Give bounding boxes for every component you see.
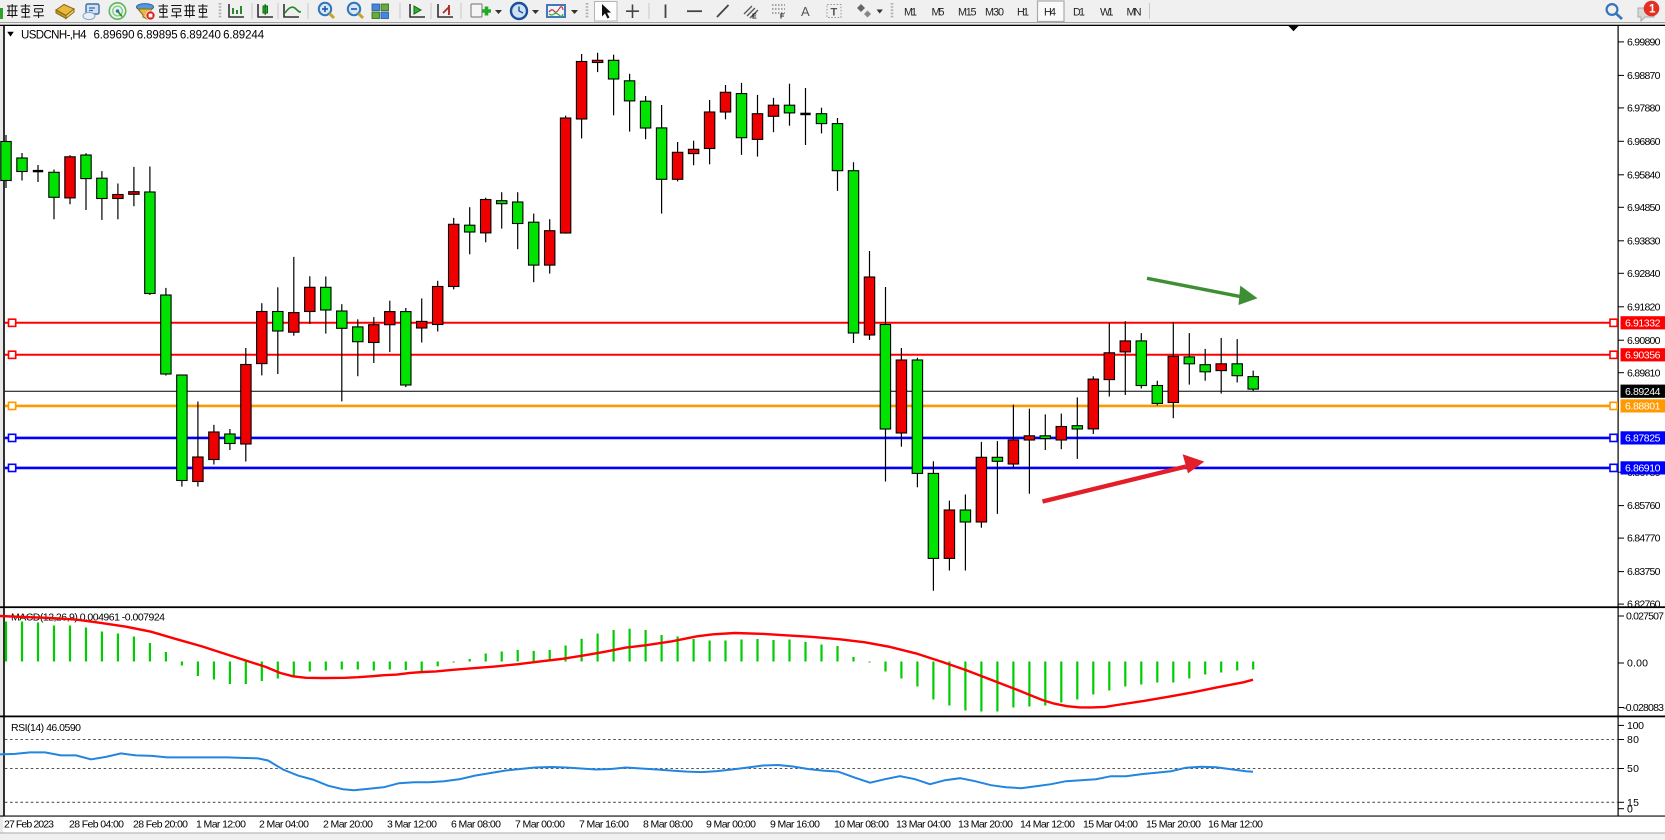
svg-text:USDCNH-,H4: USDCNH-,H4	[21, 29, 87, 41]
svg-text:M5: M5	[932, 6, 945, 18]
svg-text:0.00: 0.00	[1627, 658, 1648, 670]
svg-text:13 Mar 20:00: 13 Mar 20:00	[958, 819, 1013, 831]
svg-text:10 Mar 08:00: 10 Mar 08:00	[834, 819, 889, 831]
svg-text:6.89244: 6.89244	[1625, 386, 1661, 398]
svg-text:6.89240: 6.89240	[180, 29, 221, 41]
svg-text:13 Mar 04:00: 13 Mar 04:00	[896, 819, 951, 831]
svg-text:6.89810: 6.89810	[1627, 367, 1661, 379]
svg-text:A: A	[801, 4, 810, 19]
svg-text:H4: H4	[1044, 6, 1056, 18]
svg-text:H1: H1	[1017, 6, 1029, 18]
svg-text:14 Mar 12:00: 14 Mar 12:00	[1020, 819, 1075, 831]
svg-text:6.95840: 6.95840	[1627, 169, 1661, 181]
svg-text:0.027507: 0.027507	[1626, 611, 1664, 623]
svg-text:6.89690: 6.89690	[94, 29, 135, 41]
svg-text:M1: M1	[904, 6, 917, 18]
svg-text:6 Mar 08:00: 6 Mar 08:00	[451, 819, 501, 831]
svg-text:2 Mar 04:00: 2 Mar 04:00	[259, 819, 309, 831]
svg-text:D1: D1	[1073, 6, 1085, 18]
svg-text:6.85760: 6.85760	[1627, 500, 1661, 512]
svg-text:27 Feb 2023: 27 Feb 2023	[4, 819, 54, 831]
svg-text:F: F	[780, 14, 785, 21]
svg-text:RSI(14) 46.0590: RSI(14) 46.0590	[11, 722, 81, 734]
svg-text:2 Mar 20:00: 2 Mar 20:00	[323, 819, 373, 831]
svg-text:28 Feb 04:00: 28 Feb 04:00	[69, 819, 124, 831]
svg-text:6.91332: 6.91332	[1625, 318, 1661, 330]
svg-text:6.98870: 6.98870	[1627, 70, 1661, 82]
svg-text:8 Mar 08:00: 8 Mar 08:00	[643, 819, 693, 831]
svg-text:80: 80	[1627, 734, 1639, 746]
svg-text:0: 0	[1627, 803, 1633, 815]
svg-text:7 Mar 16:00: 7 Mar 16:00	[579, 819, 629, 831]
svg-text:E: E	[752, 14, 757, 21]
svg-text:6.83750: 6.83750	[1627, 566, 1661, 578]
svg-text:6.87825: 6.87825	[1625, 433, 1661, 445]
svg-text:6.96860: 6.96860	[1627, 136, 1661, 148]
svg-text:9 Mar 00:00: 9 Mar 00:00	[706, 819, 756, 831]
svg-text:6.92840: 6.92840	[1627, 268, 1661, 280]
svg-text:-0.028083: -0.028083	[1623, 702, 1664, 714]
svg-text:15 Mar 04:00: 15 Mar 04:00	[1083, 819, 1138, 831]
svg-text:6.86910: 6.86910	[1625, 463, 1661, 475]
svg-text:6.93830: 6.93830	[1627, 235, 1661, 247]
svg-text:T: T	[831, 7, 838, 19]
svg-text:1 Mar 12:00: 1 Mar 12:00	[196, 819, 246, 831]
svg-text:28 Feb 20:00: 28 Feb 20:00	[133, 819, 188, 831]
svg-text:6.91820: 6.91820	[1627, 301, 1661, 313]
svg-text:9 Mar 16:00: 9 Mar 16:00	[770, 819, 820, 831]
svg-text:6.89244: 6.89244	[223, 29, 265, 41]
svg-text:1: 1	[1649, 4, 1656, 16]
svg-text:3 Mar 12:00: 3 Mar 12:00	[387, 819, 437, 831]
svg-text:6.94850: 6.94850	[1627, 202, 1661, 214]
svg-text:MACD(12,26,9) 0.004961 -0.0079: MACD(12,26,9) 0.004961 -0.007924	[11, 612, 165, 624]
svg-text:50: 50	[1627, 763, 1639, 775]
svg-text:100: 100	[1627, 720, 1644, 732]
svg-text:MN: MN	[1127, 6, 1142, 18]
svg-text:M30: M30	[985, 6, 1004, 18]
svg-text:6.90800: 6.90800	[1627, 335, 1661, 347]
svg-text:7 Mar 00:00: 7 Mar 00:00	[515, 819, 565, 831]
svg-text:6.88801: 6.88801	[1625, 401, 1661, 413]
svg-text:6.97880: 6.97880	[1627, 103, 1661, 115]
svg-text:M15: M15	[958, 6, 977, 18]
svg-text:W1: W1	[1100, 6, 1114, 18]
svg-text:6.99890: 6.99890	[1627, 37, 1661, 49]
svg-text:16 Mar 12:00: 16 Mar 12:00	[1208, 819, 1263, 831]
svg-text:6.89895: 6.89895	[137, 29, 178, 41]
svg-text:6.84770: 6.84770	[1627, 533, 1661, 545]
svg-text:6.90356: 6.90356	[1625, 350, 1661, 362]
svg-text:6.82760: 6.82760	[1627, 599, 1661, 611]
svg-text:15 Mar 20:00: 15 Mar 20:00	[1146, 819, 1201, 831]
svg-text:15: 15	[1627, 797, 1639, 809]
